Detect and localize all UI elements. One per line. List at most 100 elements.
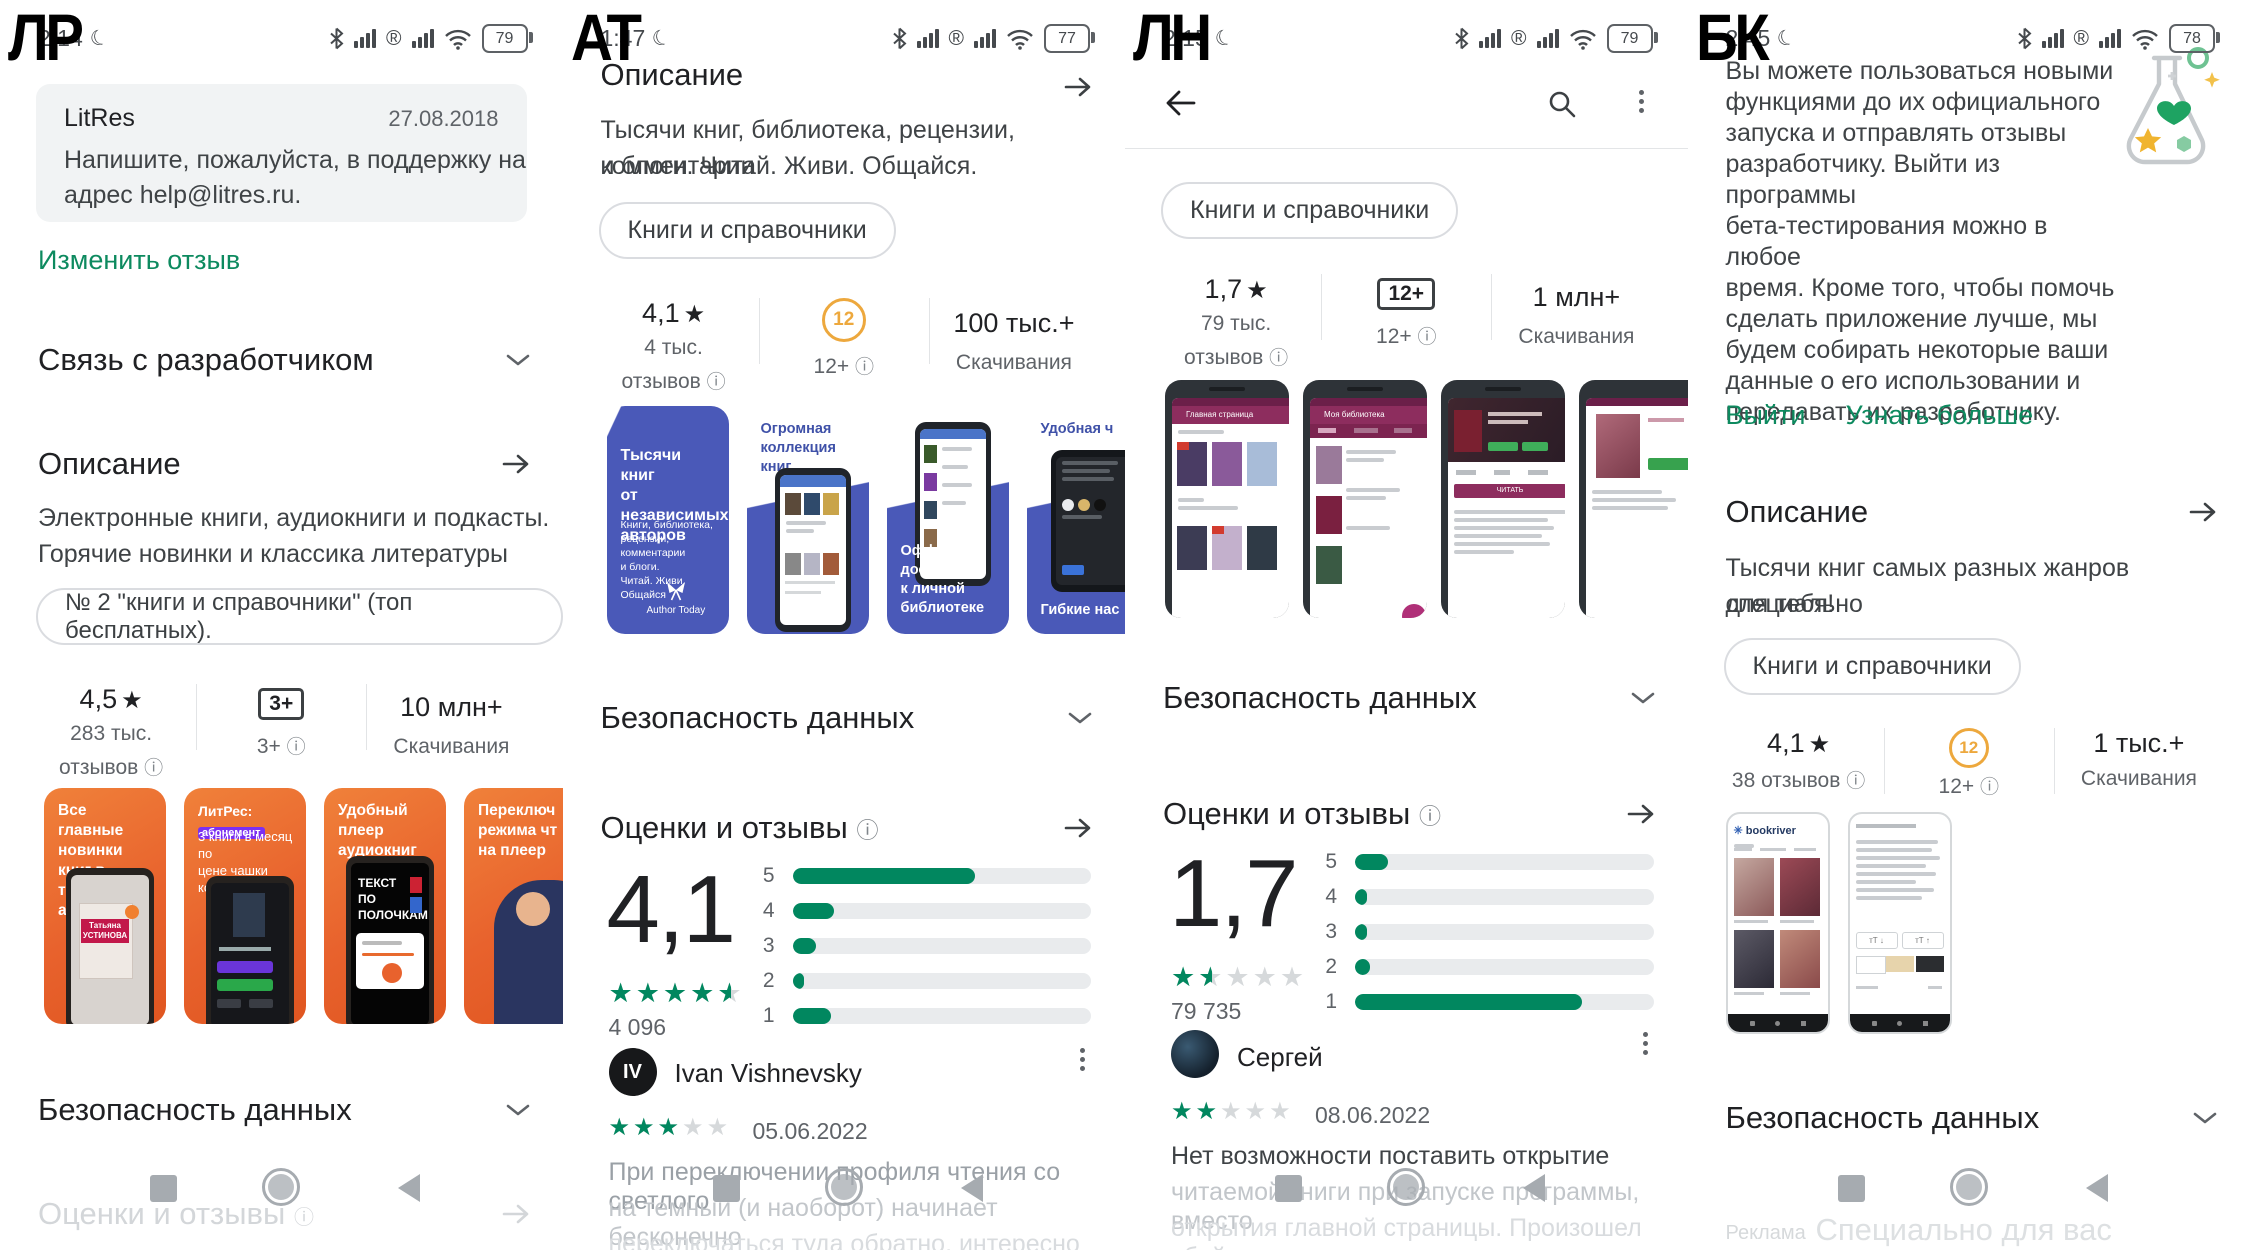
- nav-recents-button[interactable]: [1837, 1175, 1865, 1202]
- info-icon[interactable]: ⓘ: [144, 758, 164, 779]
- screenshot-carousel[interactable]: Тысячи книг от независимых авторов Книги, …: [606, 406, 1125, 634]
- rating-stat[interactable]: 1,7 ★ 79 тыс. отзывов ⓘ: [1183, 274, 1289, 369]
- search-icon[interactable]: [1546, 88, 1578, 120]
- bluetooth-icon: [329, 27, 344, 50]
- info-icon[interactable]: ⓘ: [854, 357, 874, 378]
- info-icon[interactable]: ⓘ: [1417, 327, 1437, 348]
- data-safety-row[interactable]: Безопасность данных: [1163, 680, 1656, 716]
- beta-exit-link[interactable]: Выйти: [1725, 400, 1806, 430]
- chevron-down-icon[interactable]: [1067, 711, 1093, 725]
- info-icon[interactable]: ⓘ: [1418, 804, 1441, 829]
- bluetooth-icon: [2017, 27, 2032, 50]
- overflow-menu-icon[interactable]: [1638, 86, 1644, 117]
- signal-icon: [2041, 29, 2064, 48]
- chevron-down-icon[interactable]: [505, 1103, 531, 1117]
- age-rating-stat[interactable]: 12+ 12+ ⓘ: [1321, 272, 1491, 370]
- info-icon[interactable]: ⓘ: [1269, 348, 1289, 369]
- developer-contact-row[interactable]: Связь с разработчиком: [38, 342, 531, 378]
- review-date: 08.06.2022: [1315, 1102, 1431, 1128]
- data-safety-row[interactable]: Безопасность данных: [1726, 1100, 2219, 1136]
- screenshot-thumb[interactable]: Огромная коллекция книг: [746, 406, 869, 634]
- arrow-right-icon[interactable]: [2188, 501, 2218, 523]
- section-title: Оценки и отзывы: [1163, 796, 1411, 831]
- data-safety-row[interactable]: Безопасность данных: [38, 1092, 531, 1128]
- description-line: Электронные книги, аудиокниги и подкасты…: [38, 504, 550, 532]
- screenshot-thumb[interactable]: Главная страница: [1165, 380, 1289, 618]
- info-icon[interactable]: ⓘ: [706, 372, 726, 393]
- chevron-down-icon[interactable]: [2192, 1111, 2218, 1125]
- chevron-down-icon[interactable]: [1630, 691, 1656, 705]
- description-row[interactable]: Описание: [601, 52, 1094, 98]
- description-line: Горячие новинки и классика литературы: [38, 540, 509, 568]
- edit-review-link[interactable]: Изменить отзыв: [38, 245, 241, 275]
- data-safety-row[interactable]: Безопасность данных: [601, 700, 1094, 736]
- nav-recents-button[interactable]: [150, 1175, 177, 1202]
- back-icon[interactable]: [1163, 88, 1199, 118]
- ratings-reviews-row[interactable]: Оценки и отзывы ⓘ: [601, 810, 1094, 846]
- wifi-icon: [2131, 28, 2159, 50]
- info-icon[interactable]: ⓘ: [286, 737, 306, 758]
- description-row[interactable]: Описание: [38, 446, 531, 482]
- review-menu-icon[interactable]: [1642, 1028, 1648, 1059]
- screenshot-thumb[interactable]: ЛитРес: абонемент 3 книги в месяц по цене…: [184, 788, 306, 1024]
- screenshot-thumb[interactable]: Удобный плеер аудиокниг ТЕКСТ ПО ПОЛОЧКАМ: [324, 788, 446, 1024]
- arrow-right-icon[interactable]: [501, 453, 531, 475]
- age-rating-stat[interactable]: 12 12+ ⓘ: [1883, 726, 2054, 799]
- screenshot-thumb[interactable]: тТ ↓ тТ ↑: [1847, 812, 1952, 1034]
- nav-recents-button[interactable]: [1275, 1175, 1302, 1202]
- nav-home-button[interactable]: [1949, 1168, 1988, 1206]
- nav-back-button[interactable]: [2085, 1174, 2108, 1202]
- nav-back-button[interactable]: [1523, 1174, 1545, 1202]
- nav-back-button[interactable]: [960, 1174, 983, 1202]
- my-review-card: LitRes 27.08.2018 Напишите, пожалуйста, …: [36, 84, 527, 222]
- arrow-right-icon[interactable]: [1626, 803, 1656, 825]
- info-icon[interactable]: ⓘ: [1846, 771, 1866, 792]
- screenshot-carousel[interactable]: ✳ bookriver тТ ↓ тТ ↑: [1725, 812, 1952, 1034]
- section-title: Безопасность данных: [38, 1092, 352, 1127]
- clock-text: 1:47: [600, 25, 646, 51]
- info-icon[interactable]: ⓘ: [1979, 777, 1999, 798]
- rating-stat[interactable]: 4,5 ★ 283 тыс. отзывов ⓘ: [58, 684, 164, 779]
- reviewer-avatar[interactable]: IV: [608, 1048, 657, 1096]
- status-bar: 2:15 ☾ ® 79: [1163, 24, 1658, 53]
- rating-stat[interactable]: 4,1 ★ 4 тыс. отзывов ⓘ: [621, 298, 726, 393]
- screenshot-thumb[interactable]: Тысячи книг от независимых авторов Книги, …: [606, 406, 729, 634]
- rating-stat[interactable]: 4,1 ★ 38 отзывов ⓘ: [1731, 728, 1866, 792]
- screenshot-carousel[interactable]: Главная страница Моя библиот: [1165, 380, 1688, 618]
- panel-litnet: ЛН 2:15 ☾ ® 79 Книги и справочники 1,7 ★ …: [1125, 0, 1688, 1250]
- age-rating-stat[interactable]: 3+ 3+ ⓘ: [196, 682, 366, 780]
- nav-home-button[interactable]: [262, 1168, 301, 1206]
- screenshot-thumb[interactable]: [1579, 380, 1688, 618]
- reviewer-avatar[interactable]: [1171, 1030, 1219, 1078]
- developer-reply-date: 27.08.2018: [388, 106, 499, 131]
- chevron-down-icon[interactable]: [505, 353, 531, 367]
- beta-learn-more-link[interactable]: Узнать больше: [1845, 400, 2034, 430]
- category-chip[interactable]: Книги и справочники: [598, 202, 896, 259]
- screenshot-thumb[interactable]: ✳ bookriver: [1725, 812, 1830, 1034]
- description-row[interactable]: Описание: [1726, 494, 2219, 530]
- section-title: Безопасность данных: [600, 700, 915, 735]
- annotation-label: ЛН: [1133, 0, 1212, 74]
- nav-recents-button[interactable]: [712, 1175, 740, 1202]
- arrow-right-icon[interactable]: [1063, 817, 1093, 839]
- nav-home-button[interactable]: [824, 1168, 863, 1206]
- category-chip[interactable]: Книги и справочники: [1723, 638, 2021, 695]
- info-icon[interactable]: ⓘ: [856, 818, 879, 843]
- screenshot-thumb[interactable]: Оффлайн-доступ к личной библиотеке: [886, 406, 1009, 634]
- arrow-right-icon[interactable]: [1063, 76, 1093, 98]
- screenshot-thumb[interactable]: Моя библиотека: [1303, 380, 1427, 618]
- category-chip[interactable]: Книги и справочники: [1161, 182, 1459, 239]
- nav-back-button[interactable]: [398, 1174, 420, 1202]
- ratings-reviews-row[interactable]: Оценки и отзывы ⓘ: [1163, 796, 1656, 832]
- signal-icon: [916, 29, 939, 48]
- screenshot-thumb[interactable]: Переключ режима чт на плеер: [464, 788, 563, 1024]
- review-menu-icon[interactable]: [1080, 1044, 1085, 1075]
- reviewer-name: Ivan Vishnevsky: [674, 1058, 862, 1088]
- screenshot-thumb[interactable]: ЧИТАТЬ: [1441, 380, 1565, 618]
- screenshot-thumb[interactable]: Удобная ч Гибкие нас: [1026, 406, 1125, 634]
- nav-home-button[interactable]: [1387, 1168, 1426, 1206]
- age-rating-stat[interactable]: 12 12+ ⓘ: [758, 296, 929, 394]
- rank-chip[interactable]: № 2 "книги и справочники" (топ бесплатны…: [36, 588, 563, 645]
